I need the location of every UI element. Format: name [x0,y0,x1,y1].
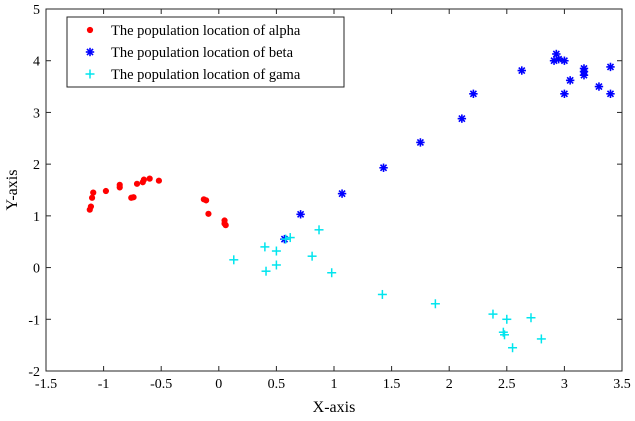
data-points [86,49,615,353]
data-point [314,225,324,235]
y-tick-label: -1 [28,313,40,328]
legend-label-gama: The population location of gama [111,67,301,83]
data-point [416,138,425,147]
data-point [88,194,96,201]
data-point [90,189,97,196]
data-point [261,266,271,276]
legend-marker [86,26,94,34]
x-tick-label: 3 [561,377,568,392]
data-point [307,251,317,261]
legend-box [66,16,345,88]
x-tick-label: -1.5 [35,377,57,392]
data-point [508,343,518,353]
legend-label-alpha: The population location of alpha [111,23,301,39]
x-tick-label: 3.5 [613,377,631,392]
y-tick-label: 3 [33,106,40,121]
data-point [130,194,137,201]
legend-symbol-beta [85,47,95,57]
data-point [579,64,589,73]
data-point [457,114,467,123]
legend-marker [85,47,95,57]
y-tick-label: 4 [33,55,40,70]
data-point [499,330,509,340]
data-point [281,234,291,244]
series-0 [86,175,229,229]
data-point [285,233,295,243]
data-point [337,189,347,198]
data-point [155,177,162,184]
data-point [296,210,305,219]
data-point [379,163,388,172]
data-point [469,89,478,99]
x-axis-label: X-axis [313,399,356,416]
data-point [116,181,123,188]
y-tick-label: 2 [33,158,40,173]
legend-marker [85,69,95,79]
x-tick-label: 0.5 [268,377,286,392]
x-tick-label: -1 [98,377,110,392]
data-point [377,289,387,299]
y-axis-label: Y-axis [4,170,21,211]
y-tick-label: 0 [33,262,40,277]
data-point [133,180,141,187]
x-tick-label: 0 [215,377,222,392]
data-point [488,309,498,319]
data-point [260,242,270,252]
legend-symbol-alpha [86,26,94,34]
data-point [229,255,239,265]
legend: The population location of alpha The pop… [66,16,345,88]
y-tick-label: 1 [33,210,40,225]
data-point [271,260,281,270]
data-point [502,314,512,324]
data-point [140,176,148,183]
data-point [271,246,281,256]
data-point [222,222,229,229]
x-tick-label: 1 [331,377,338,392]
data-point [594,82,604,91]
data-point [146,175,153,182]
x-tick-label: 2.5 [498,377,516,392]
series-2 [229,225,546,353]
x-tick-label: 2 [446,377,453,392]
legend-symbol-gama [85,69,95,79]
data-point [203,197,210,204]
x-tick-label: 1.5 [383,377,401,392]
y-tick-label: 5 [33,3,40,18]
data-point [430,299,440,309]
data-point [554,54,563,64]
data-point [517,66,526,75]
axis-ticks [45,8,623,372]
data-point [87,203,95,210]
data-point [526,313,536,323]
data-point [606,89,615,99]
y-tick-label: -2 [28,365,40,380]
tick-labels: -1.5 -1 -0.5 0 0.5 1 1.5 2 2.5 3 3.5 -2 -1 0 1 2 3 4 5 [28,3,630,392]
data-point [102,187,110,195]
data-point [560,56,569,65]
data-point [536,334,546,344]
legend-label-beta: The population location of beta [111,45,294,61]
data-point [327,268,337,278]
data-point [606,62,615,72]
x-tick-label: -0.5 [150,377,172,392]
data-point [205,210,212,217]
data-point [560,89,569,99]
data-point [565,76,575,85]
